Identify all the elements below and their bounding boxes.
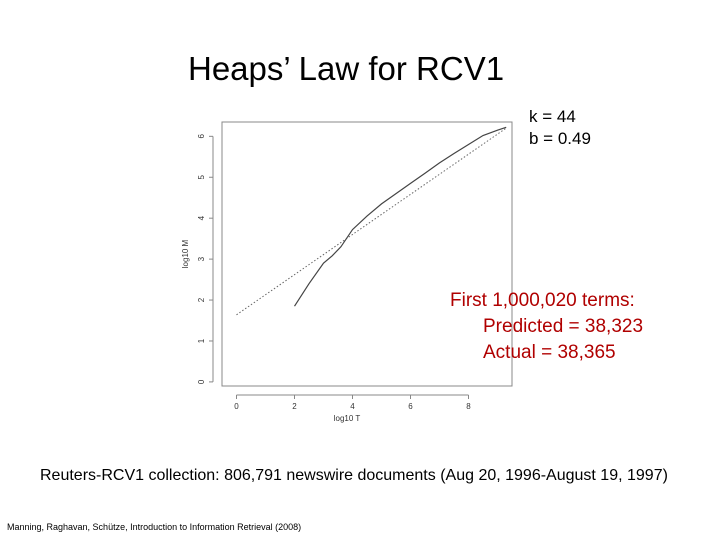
heaps-law-chart: 0 2 4 6 8 0 1 2 3 4 5 6 log10 T log10 M	[170, 112, 520, 430]
prediction-heading: First 1,000,020 terms:	[450, 290, 635, 311]
plot-frame	[221, 121, 513, 387]
y-tick-label: 6	[197, 134, 206, 139]
series-layer	[236, 126, 507, 316]
x-tick-label: 8	[466, 402, 471, 411]
x-tick-label: 6	[408, 402, 413, 411]
param-b: b = 0.49	[529, 129, 591, 148]
predicted-value: Predicted = 38,323	[483, 316, 644, 337]
parameters-block: k = 44 b = 0.49	[529, 106, 591, 150]
slide-title: Heaps’ Law for RCV1	[188, 50, 505, 87]
prediction-block: First 1,000,020 terms: Predicted = 38,32…	[450, 288, 643, 366]
y-tick-label: 3	[197, 256, 206, 261]
actual-value: Actual = 38,365	[483, 342, 616, 363]
y-tick-label: 1	[197, 338, 206, 343]
y-tick-label: 4	[197, 215, 206, 220]
y-axis-label: log10 M	[181, 239, 190, 268]
y-axis: 0 1 2 3 4 5 6	[197, 134, 214, 384]
citation: Manning, Raghavan, Schütze, Introduction…	[7, 522, 302, 532]
x-axis-label: log10 T	[334, 414, 361, 423]
data-line	[293, 126, 507, 307]
x-tick-label: 0	[234, 402, 239, 411]
x-tick-label: 2	[292, 402, 297, 411]
x-tick-label: 4	[350, 402, 355, 411]
y-tick-label: 2	[197, 297, 206, 302]
param-k: k = 44	[529, 107, 576, 126]
fit-line	[236, 127, 507, 316]
x-axis: 0 2 4 6 8	[234, 394, 471, 411]
collection-note: Reuters-RCV1 collection: 806,791 newswir…	[40, 467, 668, 484]
y-tick-label: 5	[197, 174, 206, 179]
heaps-law-plot: 0 2 4 6 8 0 1 2 3 4 5 6 log10 T log10 M	[181, 121, 513, 423]
y-tick-label: 0	[197, 379, 206, 384]
